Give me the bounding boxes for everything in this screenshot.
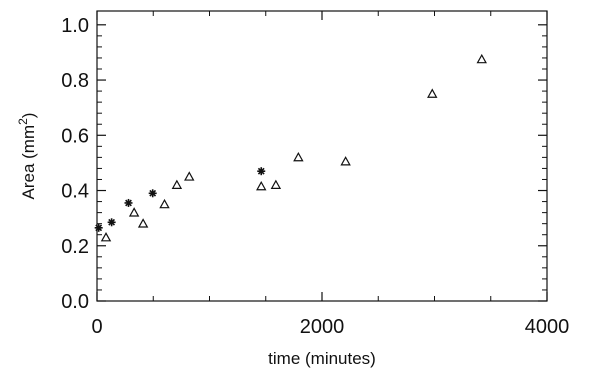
y-tick-label: 1.0	[61, 15, 89, 37]
asterisk-stroke	[95, 224, 103, 232]
asterisk-point	[148, 189, 157, 198]
triangle-point	[256, 180, 267, 191]
asterisk-point	[257, 167, 266, 176]
triangle-point	[340, 156, 351, 166]
asterisk-stroke	[125, 199, 132, 207]
axis-ticks	[96, 11, 548, 302]
y-tick-label: 0.2	[61, 236, 89, 258]
asterisk-stroke	[257, 167, 265, 175]
y-axis-label-superscript: 2	[16, 118, 30, 125]
x-axis-label: time (minutes)	[268, 349, 376, 368]
asterisk-point	[94, 223, 103, 232]
triangle-point	[184, 171, 195, 181]
x-tick-label: 2000	[300, 316, 345, 338]
asterisk-point	[107, 218, 116, 227]
y-tick-label: 0.4	[61, 181, 89, 203]
asterisk-stroke	[149, 189, 157, 197]
triangle-point	[427, 88, 438, 98]
plot-frame	[96, 10, 548, 302]
y-tick-label: 0.0	[61, 291, 89, 313]
triangle-point	[476, 53, 487, 64]
data-points	[94, 53, 487, 242]
x-tick-label: 0	[91, 316, 102, 338]
y-tick-label: 0.6	[61, 125, 89, 147]
triangle-point	[137, 218, 149, 228]
x-tick-labels: 0 2000 4000	[91, 316, 569, 338]
y-tick-label: 0.8	[61, 70, 89, 92]
y-tick-labels: 0.0 0.2 0.4 0.6 0.8 1.0	[61, 15, 89, 313]
x-tick-label: 4000	[525, 316, 570, 338]
asterisk-point	[124, 198, 133, 207]
triangle-point	[293, 151, 304, 162]
triangle-point	[171, 179, 183, 189]
y-axis-label-close: )	[19, 113, 38, 119]
triangle-point	[159, 198, 170, 209]
y-axis-label: Area (mm2)	[16, 113, 38, 200]
triangle-point	[100, 232, 112, 242]
y-axis-label-main: Area (mm	[19, 125, 38, 200]
triangle-point	[128, 207, 140, 217]
triangle-point	[270, 179, 282, 189]
asterisk-stroke	[108, 218, 116, 226]
